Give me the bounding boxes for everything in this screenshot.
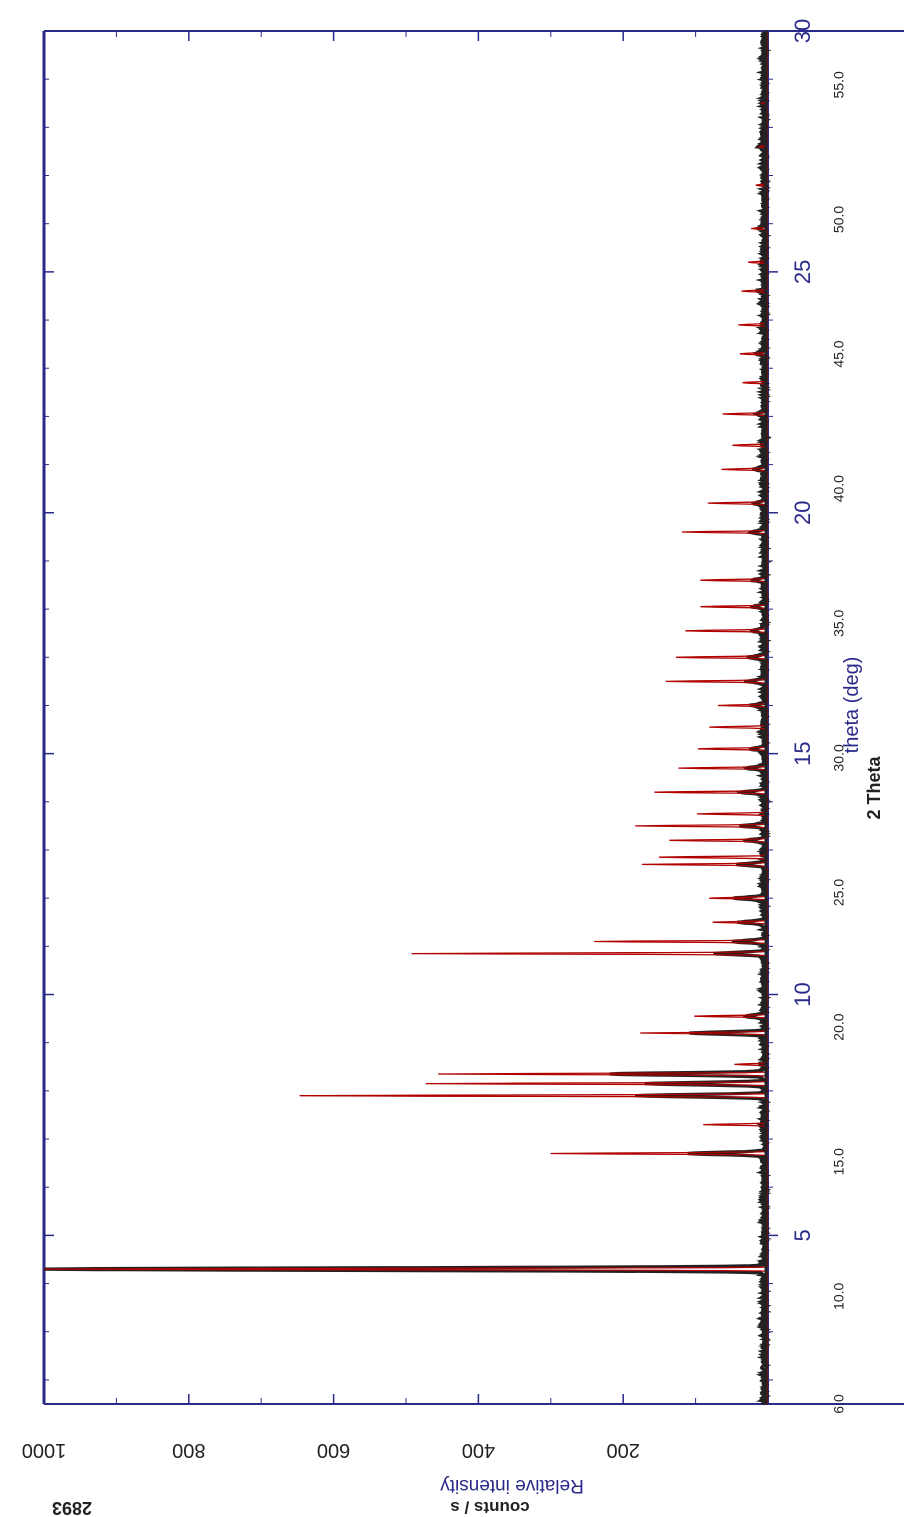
y-left-axis-title: Relative intensity — [440, 1475, 584, 1496]
y-right-axis-max-label: 2893 — [52, 1498, 92, 1517]
x-bottom-tick-label: 20.0 — [831, 1013, 847, 1040]
y-tick-label: 600 — [317, 1439, 350, 1461]
x-bottom-axis-title: theta (deg) — [841, 657, 863, 754]
x-bottom-tick-label: 45.0 — [831, 340, 847, 367]
x-bottom-tick-label: 55.0 — [831, 71, 847, 98]
x-top-tick-label: 30 — [790, 19, 815, 43]
y-tick-label: 200 — [607, 1439, 640, 1461]
x-top-tick-label: 15 — [790, 741, 815, 765]
x-bottom-tick-label: 10.0 — [831, 1282, 847, 1309]
series-line-measured — [44, 32, 766, 1405]
x-bottom-tick-label: 6.0 — [831, 1394, 847, 1414]
x-top-axis-title: 2 Theta — [864, 756, 884, 820]
y-tick-label: 800 — [172, 1439, 205, 1461]
series-layer — [44, 31, 768, 1404]
x-top-tick-label: 5 — [790, 1229, 815, 1241]
x-top-tick-label: 25 — [790, 260, 815, 284]
tick-layer: 510152025306.010.015.020.025.030.035.040… — [22, 19, 847, 1461]
x-bottom-tick-label: 15.0 — [831, 1148, 847, 1175]
x-bottom-tick-label: 35.0 — [831, 609, 847, 636]
x-top-tick-label: 10 — [790, 982, 815, 1006]
x-bottom-tick-label: 50.0 — [831, 206, 847, 233]
plot-frame — [44, 31, 904, 1404]
x-top-tick-label: 20 — [790, 501, 815, 525]
y-tick-label: 400 — [462, 1439, 495, 1461]
series-line-calculated — [44, 32, 768, 1405]
x-bottom-tick-label: 25.0 — [831, 879, 847, 906]
y-right-axis-title: counts / s — [450, 1498, 529, 1517]
x-bottom-tick-label: 40.0 — [831, 475, 847, 502]
y-tick-label: 1000 — [22, 1439, 67, 1461]
